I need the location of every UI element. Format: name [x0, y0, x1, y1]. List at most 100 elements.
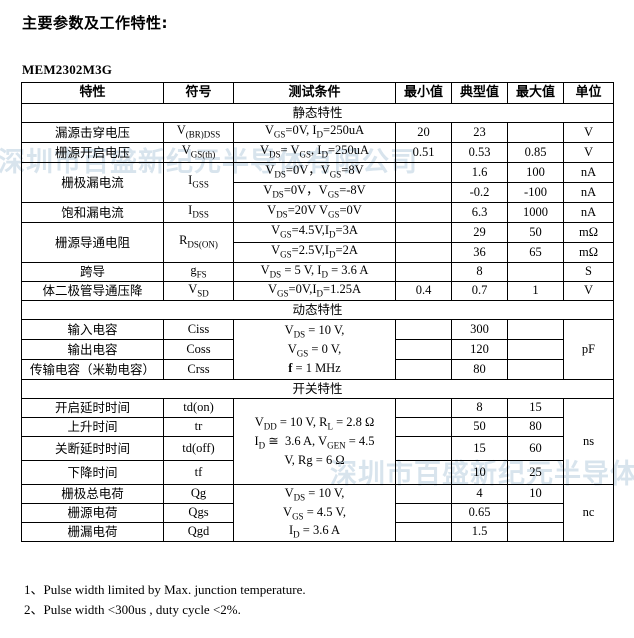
- row-characteristic: 栅源开启电压: [21, 142, 164, 163]
- row-typ: 80: [451, 359, 508, 380]
- table-row: 栅源导通电阻 RDS(ON) VGS=4.5V,ID=3A 29 50 mΩ: [21, 222, 614, 263]
- table-row: 漏源击穿电压 V(BR)DSS VGS=0V, ID=250uA 20 23 V: [21, 122, 614, 143]
- row-min: [395, 503, 452, 523]
- section-title-dynamic: 动态特性: [21, 300, 614, 320]
- table-row: 栅极总电荷 Qg VDS = 10 V, VGS = 4.5 V, ID = 3…: [21, 484, 614, 542]
- page-title: 主要参数及工作特性:: [22, 14, 168, 32]
- row-max: [507, 319, 564, 340]
- row-condition: VGS=0V, ID=250uA: [233, 122, 396, 143]
- part-number-label: MEM2302M3G: [22, 62, 113, 77]
- col-header-max: 最大值: [507, 82, 564, 104]
- condition-line-3: ID = 3.6 A: [288, 523, 341, 540]
- footnotes: 1、Pulse width limited by Max. junction t…: [24, 580, 306, 620]
- row-max: 1: [507, 281, 564, 301]
- row-min: [395, 202, 452, 223]
- row-typ: 50: [451, 417, 508, 437]
- row-typ: 0.53: [451, 142, 508, 163]
- row-symbol: VSD: [163, 281, 234, 301]
- row-unit: nA: [563, 182, 614, 203]
- row-min: 0.51: [395, 142, 452, 163]
- row-symbol: td(off): [163, 436, 234, 461]
- row-max: 15: [507, 398, 564, 418]
- section-title-static: 静态特性: [21, 103, 614, 123]
- row-min: [395, 398, 452, 418]
- row-typ: 1.5: [451, 522, 508, 542]
- row-symbol: IDSS: [163, 202, 234, 223]
- row-min: [395, 262, 452, 282]
- row-symbol: tr: [163, 417, 234, 437]
- section-header-dynamic: 动态特性: [21, 300, 614, 320]
- table-row: VDS=0V，VGS=-8V -0.2 -100 nA: [22, 182, 614, 203]
- row-symbol: VGS(th): [163, 142, 234, 163]
- row-characteristic: 上升时间: [21, 417, 164, 437]
- row-condition: VDS=20V VGS=0V: [233, 202, 396, 223]
- row-min: [395, 522, 452, 542]
- row-max: 25: [507, 460, 564, 485]
- row-symbol: V(BR)DSS: [163, 122, 234, 143]
- row-min: [395, 242, 452, 263]
- row-typ: -0.2: [451, 182, 508, 203]
- table-row: 栅漏电荷 Qgd 1.5: [21, 522, 614, 542]
- row-condition: VGS=0V,ID=1.25A: [233, 281, 396, 301]
- row-typ: 4: [451, 484, 508, 504]
- row-characteristic: 跨导: [21, 262, 164, 282]
- footnote-1: 1、Pulse width limited by Max. junction t…: [24, 582, 306, 597]
- row-unit: mΩ: [563, 242, 614, 263]
- condition-line-1: VDD = 10 V, RL = 2.8 Ω: [254, 415, 375, 432]
- condition-line-2: ID ≅ 3.6 A, VGEN = 4.5: [254, 434, 375, 451]
- row-condition-group: VDS = 10 V, VGS = 4.5 V, ID = 3.6 A: [233, 484, 396, 542]
- specifications-table: 特性 符号 测试条件 最小值 典型值 最大值 单位 静态特性 漏源击穿电压 V(…: [21, 82, 614, 542]
- row-typ: 10: [451, 460, 508, 485]
- row-unit-group: nc: [563, 484, 614, 542]
- row-max: 10: [507, 484, 564, 504]
- row-unit: nA: [563, 162, 614, 183]
- col-header-test-conditions: 测试条件: [233, 82, 396, 104]
- row-characteristic: 传输电容（米勒电容）: [21, 359, 164, 380]
- row-min: [395, 182, 452, 203]
- row-characteristic: 输出电容: [21, 339, 164, 360]
- row-symbol: IGSS: [163, 162, 234, 203]
- condition-line-2: VGS = 0 V,: [287, 342, 342, 359]
- row-symbol: Coss: [163, 339, 234, 360]
- section-header-static: 静态特性: [21, 103, 614, 123]
- footnote-2: 2、Pulse width <300us , duty cycle <2%.: [24, 602, 241, 618]
- row-min: [395, 162, 452, 183]
- row-condition: VDS=0V，VGS=8V: [233, 162, 396, 183]
- row-unit-group: pF: [563, 319, 614, 380]
- row-symbol: tf: [163, 460, 234, 485]
- row-min: [395, 436, 452, 461]
- row-symbol: Ciss: [163, 319, 234, 340]
- row-typ: 8: [451, 262, 508, 282]
- row-unit: V: [563, 122, 614, 143]
- row-unit: S: [563, 262, 614, 282]
- row-unit-group: ns: [563, 398, 614, 485]
- table-row: 输入电容 Ciss VDS = 10 V, VGS = 0 V, f = 1 M…: [21, 319, 614, 380]
- row-characteristic: 体二极管导通压降: [21, 281, 164, 301]
- row-condition: VGS=4.5V,ID=3A: [233, 222, 396, 243]
- row-characteristic: 栅极总电荷: [21, 484, 164, 504]
- table-row: 栅源开启电压 VGS(th) VDS= VGS, ID=250uA 0.51 0…: [21, 142, 614, 163]
- table-header-row: 特性 符号 测试条件 最小值 典型值 最大值 单位: [21, 82, 614, 104]
- table-row: 栅源电荷 Qgs 0.65: [21, 503, 614, 523]
- row-characteristic: 漏源击穿电压: [21, 122, 164, 143]
- row-typ: 6.3: [451, 202, 508, 223]
- row-max: 80: [507, 417, 564, 437]
- table-row: 关断延时时间 td(off) 15 60: [21, 436, 614, 461]
- col-header-characteristic: 特性: [21, 82, 164, 104]
- row-min: [395, 359, 452, 380]
- table-row: 下降时间 tf 10 25: [21, 460, 614, 485]
- row-characteristic: 关断延时时间: [21, 436, 164, 461]
- row-typ: 0.65: [451, 503, 508, 523]
- row-typ: 15: [451, 436, 508, 461]
- col-header-symbol: 符号: [163, 82, 234, 104]
- table-row: 饱和漏电流 IDSS VDS=20V VGS=0V 6.3 1000 nA: [21, 202, 614, 223]
- row-symbol: Crss: [163, 359, 234, 380]
- condition-line-2: VGS = 4.5 V,: [283, 504, 346, 522]
- row-max: 60: [507, 436, 564, 461]
- row-characteristic: 栅极漏电流: [21, 162, 164, 203]
- row-characteristic: 栅源导通电阻: [21, 222, 164, 263]
- row-max: [507, 122, 564, 143]
- section-header-switching: 开关特性: [21, 379, 614, 399]
- row-condition: VGS=2.5V,ID=2A: [233, 242, 396, 263]
